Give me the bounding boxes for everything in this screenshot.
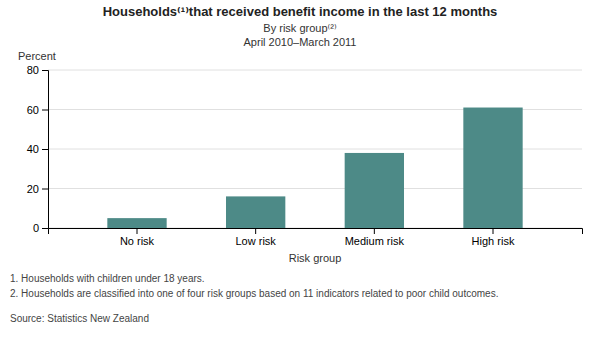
footnote: 1. Households with children under 18 yea…	[10, 273, 205, 284]
bars	[107, 108, 522, 228]
y-tick-mark	[42, 149, 48, 150]
y-tick-mark	[42, 228, 48, 229]
x-tick-label: High risk	[472, 235, 515, 247]
y-tick-label: 80	[27, 64, 39, 76]
y-tick: 80	[27, 64, 48, 76]
bar	[463, 108, 522, 228]
x-tick: High risk	[472, 228, 515, 247]
chart-title: Households⁽¹⁾that received benefit incom…	[103, 4, 498, 19]
y-tick-label: 0	[33, 222, 39, 234]
x-tick-mark	[255, 228, 256, 234]
bar	[345, 153, 404, 228]
x-tick-label: No risk	[120, 235, 155, 247]
y-tick: 0	[33, 222, 48, 234]
bar	[107, 218, 166, 228]
x-axis-label: Risk group	[289, 252, 342, 264]
y-tick-label: 60	[27, 104, 39, 116]
grid-line	[48, 70, 582, 71]
x-tick-label: Medium risk	[345, 235, 405, 247]
x-tick-mark	[374, 228, 375, 234]
x-tick: Low risk	[235, 228, 276, 247]
chart-subtitle: By risk group⁽²⁾	[263, 22, 337, 34]
bar	[226, 196, 285, 228]
y-tick: 60	[27, 104, 48, 116]
footnote: 2. Households are classified into one of…	[10, 288, 498, 299]
x-tick-mark	[137, 228, 138, 234]
x-tick: No risk	[120, 228, 155, 247]
y-axis-label: Percent	[18, 50, 56, 62]
y-tick-mark	[42, 189, 48, 190]
grid	[48, 70, 582, 228]
footnote: Source: Statistics New Zealand	[10, 313, 149, 324]
y-tick-mark	[42, 110, 48, 111]
chart-svg: Households⁽¹⁾that received benefit incom…	[0, 0, 600, 339]
x-tick-label: Low risk	[235, 235, 276, 247]
y-axis-line	[42, 71, 49, 229]
y-tick-mark	[42, 70, 48, 71]
y-tick: 40	[27, 143, 48, 155]
y-tick-label: 20	[27, 183, 39, 195]
x-axis: No risk Low risk Medium risk High risk	[49, 228, 583, 247]
y-axis: 0 20 40 60 80	[27, 64, 49, 234]
chart-subtitle: April 2010–March 2011	[244, 36, 357, 48]
x-axis-line	[49, 229, 583, 235]
y-tick-label: 40	[27, 143, 39, 155]
y-tick: 20	[27, 183, 48, 195]
x-tick: Medium risk	[345, 228, 405, 247]
x-tick-mark	[493, 228, 494, 234]
